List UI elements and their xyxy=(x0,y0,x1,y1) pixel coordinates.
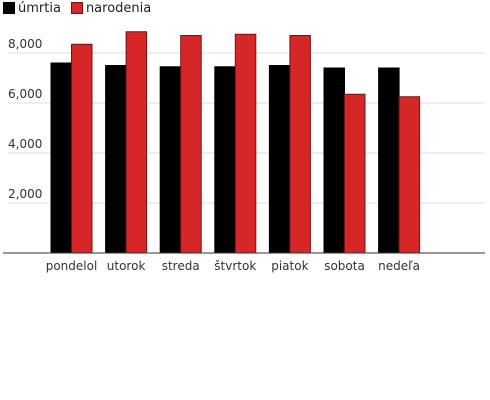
legend-swatch-umrtia xyxy=(3,2,15,14)
y-tick-label: 4,000 xyxy=(8,137,42,151)
bars xyxy=(50,31,421,254)
bar-umrtia xyxy=(378,67,400,254)
bar-narodenia xyxy=(125,31,148,254)
legend-label-umrtia: úmrtia xyxy=(18,0,61,16)
legend: úmrtia narodenia xyxy=(3,0,161,16)
y-tick-label: 6,000 xyxy=(8,87,42,101)
bar-narodenia xyxy=(180,35,202,254)
x-tick-label: utorok xyxy=(107,259,146,273)
x-tick-label: pondelol xyxy=(46,259,98,273)
y-tick-label: 8,000 xyxy=(8,37,42,51)
bar-umrtia xyxy=(105,65,127,254)
legend-label-narodenia: narodenia xyxy=(85,0,152,16)
bar-umrtia xyxy=(268,65,291,254)
x-tick-label: piatok xyxy=(271,259,308,273)
bar-narodenia xyxy=(71,43,93,254)
legend-item-narodenia: narodenia xyxy=(70,0,152,16)
bar-umrtia xyxy=(159,66,182,254)
bar-narodenia xyxy=(344,93,366,254)
y-tick-label: 2,000 xyxy=(8,187,42,201)
bar-narodenia xyxy=(398,96,421,254)
legend-swatch-narodenia xyxy=(70,2,83,14)
x-tick-label: štvrtok xyxy=(214,259,256,273)
x-tick-label: sobota xyxy=(324,259,365,273)
bar-umrtia xyxy=(323,67,345,254)
bar-umrtia xyxy=(214,66,236,254)
bar-narodenia xyxy=(289,35,311,254)
bar-narodenia xyxy=(234,33,257,254)
legend-item-umrtia: úmrtia xyxy=(3,1,61,16)
axes: 2,000 4,000 6,000 8,000 pondelol utorok streda… xyxy=(3,37,485,273)
x-tick-label: nedeľa xyxy=(378,259,420,273)
x-tick-label: streda xyxy=(162,259,200,273)
bar-umrtia xyxy=(50,62,72,254)
